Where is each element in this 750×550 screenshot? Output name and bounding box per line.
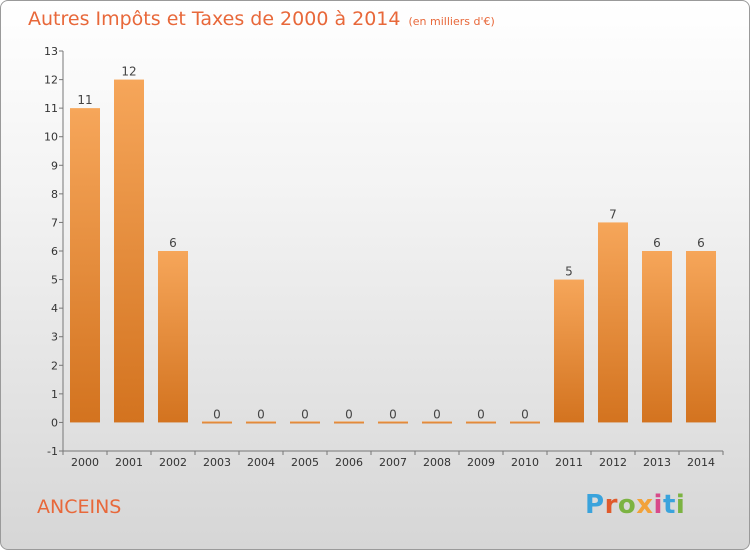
y-tick-label: 1 [51,388,58,401]
x-tick-label: 2001 [115,456,143,469]
bar-value-label: 11 [77,93,92,107]
chart-title: Autres Impôts et Taxes de 2000 à 2014 [28,8,401,30]
y-tick-label: 4 [51,302,58,315]
bar-value-label: 0 [477,407,485,421]
bar [334,421,364,424]
x-tick-label: 2000 [71,456,99,469]
y-tick-label: 6 [51,245,58,258]
bar [378,421,408,424]
y-tick-label: 3 [51,331,58,344]
bar-value-label: 6 [169,236,177,250]
x-tick-label: 2006 [335,456,363,469]
x-tick-label: 2004 [247,456,275,469]
bar [510,421,540,424]
logo-letter: t [662,490,676,520]
bar [70,108,100,423]
x-tick-label: 2014 [687,456,715,469]
x-tick-label: 2008 [423,456,451,469]
y-tick-label: 8 [51,188,58,201]
bar-value-label: 0 [433,407,441,421]
bar-value-label: 5 [565,265,573,279]
y-tick-label: 2 [51,359,58,372]
bar [554,279,584,423]
title-block: Autres Impôts et Taxes de 2000 à 2014 (en… [28,8,495,30]
y-tick-label: 13 [44,45,58,58]
commune-name: ANCEINS [37,496,122,518]
bar [466,421,496,424]
y-tick-label: 9 [51,159,58,172]
x-tick-label: 2010 [511,456,539,469]
logo-letter: r [604,490,618,520]
bar-value-label: 0 [345,407,353,421]
x-tick-label: 2007 [379,456,407,469]
x-tick-label: 2012 [599,456,627,469]
bar-value-label: 0 [521,407,529,421]
logo-letter: i [653,490,663,520]
bar [158,251,188,423]
y-tick-label: 11 [44,102,58,115]
bar-value-label: 6 [697,236,705,250]
bar-value-label: 0 [389,407,397,421]
chart-subtitle: (en milliers d'€) [408,15,495,28]
logo-letter: i [675,490,686,520]
logo-letter: o [617,490,637,520]
bar [290,421,320,424]
y-tick-label: 12 [44,74,58,87]
x-axis: 2000 2001 2002 2003 2004 2005 2006 2007 2008 2009… [62,450,724,469]
y-tick-label: 5 [51,274,58,287]
bar-value-label: 12 [121,65,136,79]
logo-letter: P [585,490,605,520]
bar [246,421,276,424]
x-tick-label: 2003 [203,456,231,469]
x-tick-label: 2013 [643,456,671,469]
bar [422,421,452,424]
x-tick-label: 2002 [159,456,187,469]
y-tick-label: 7 [51,216,58,229]
y-tick-label: -1 [47,445,58,458]
bar-value-label: 0 [213,407,221,421]
bar [202,421,232,424]
y-tick-label: 10 [44,131,58,144]
bar-value-label: 0 [301,407,309,421]
x-tick-label: 2011 [555,456,583,469]
y-tick-label: 0 [51,416,58,429]
bar [642,251,672,423]
logo-letter: x [636,490,654,520]
bar [686,251,716,423]
x-tick-label: 2009 [467,456,495,469]
x-tick-label: 2005 [291,456,319,469]
bar-value-label: 6 [653,236,661,250]
proxiti-logo[interactable]: Proxiti [585,490,685,520]
bar [598,222,628,423]
bar-value-label: 7 [609,207,617,221]
bar-value-label: 0 [257,407,265,421]
bar [114,79,144,423]
bars: 11 12 6 0 0 0 0 0 0 0 0 5 7 6 6 [70,65,716,424]
